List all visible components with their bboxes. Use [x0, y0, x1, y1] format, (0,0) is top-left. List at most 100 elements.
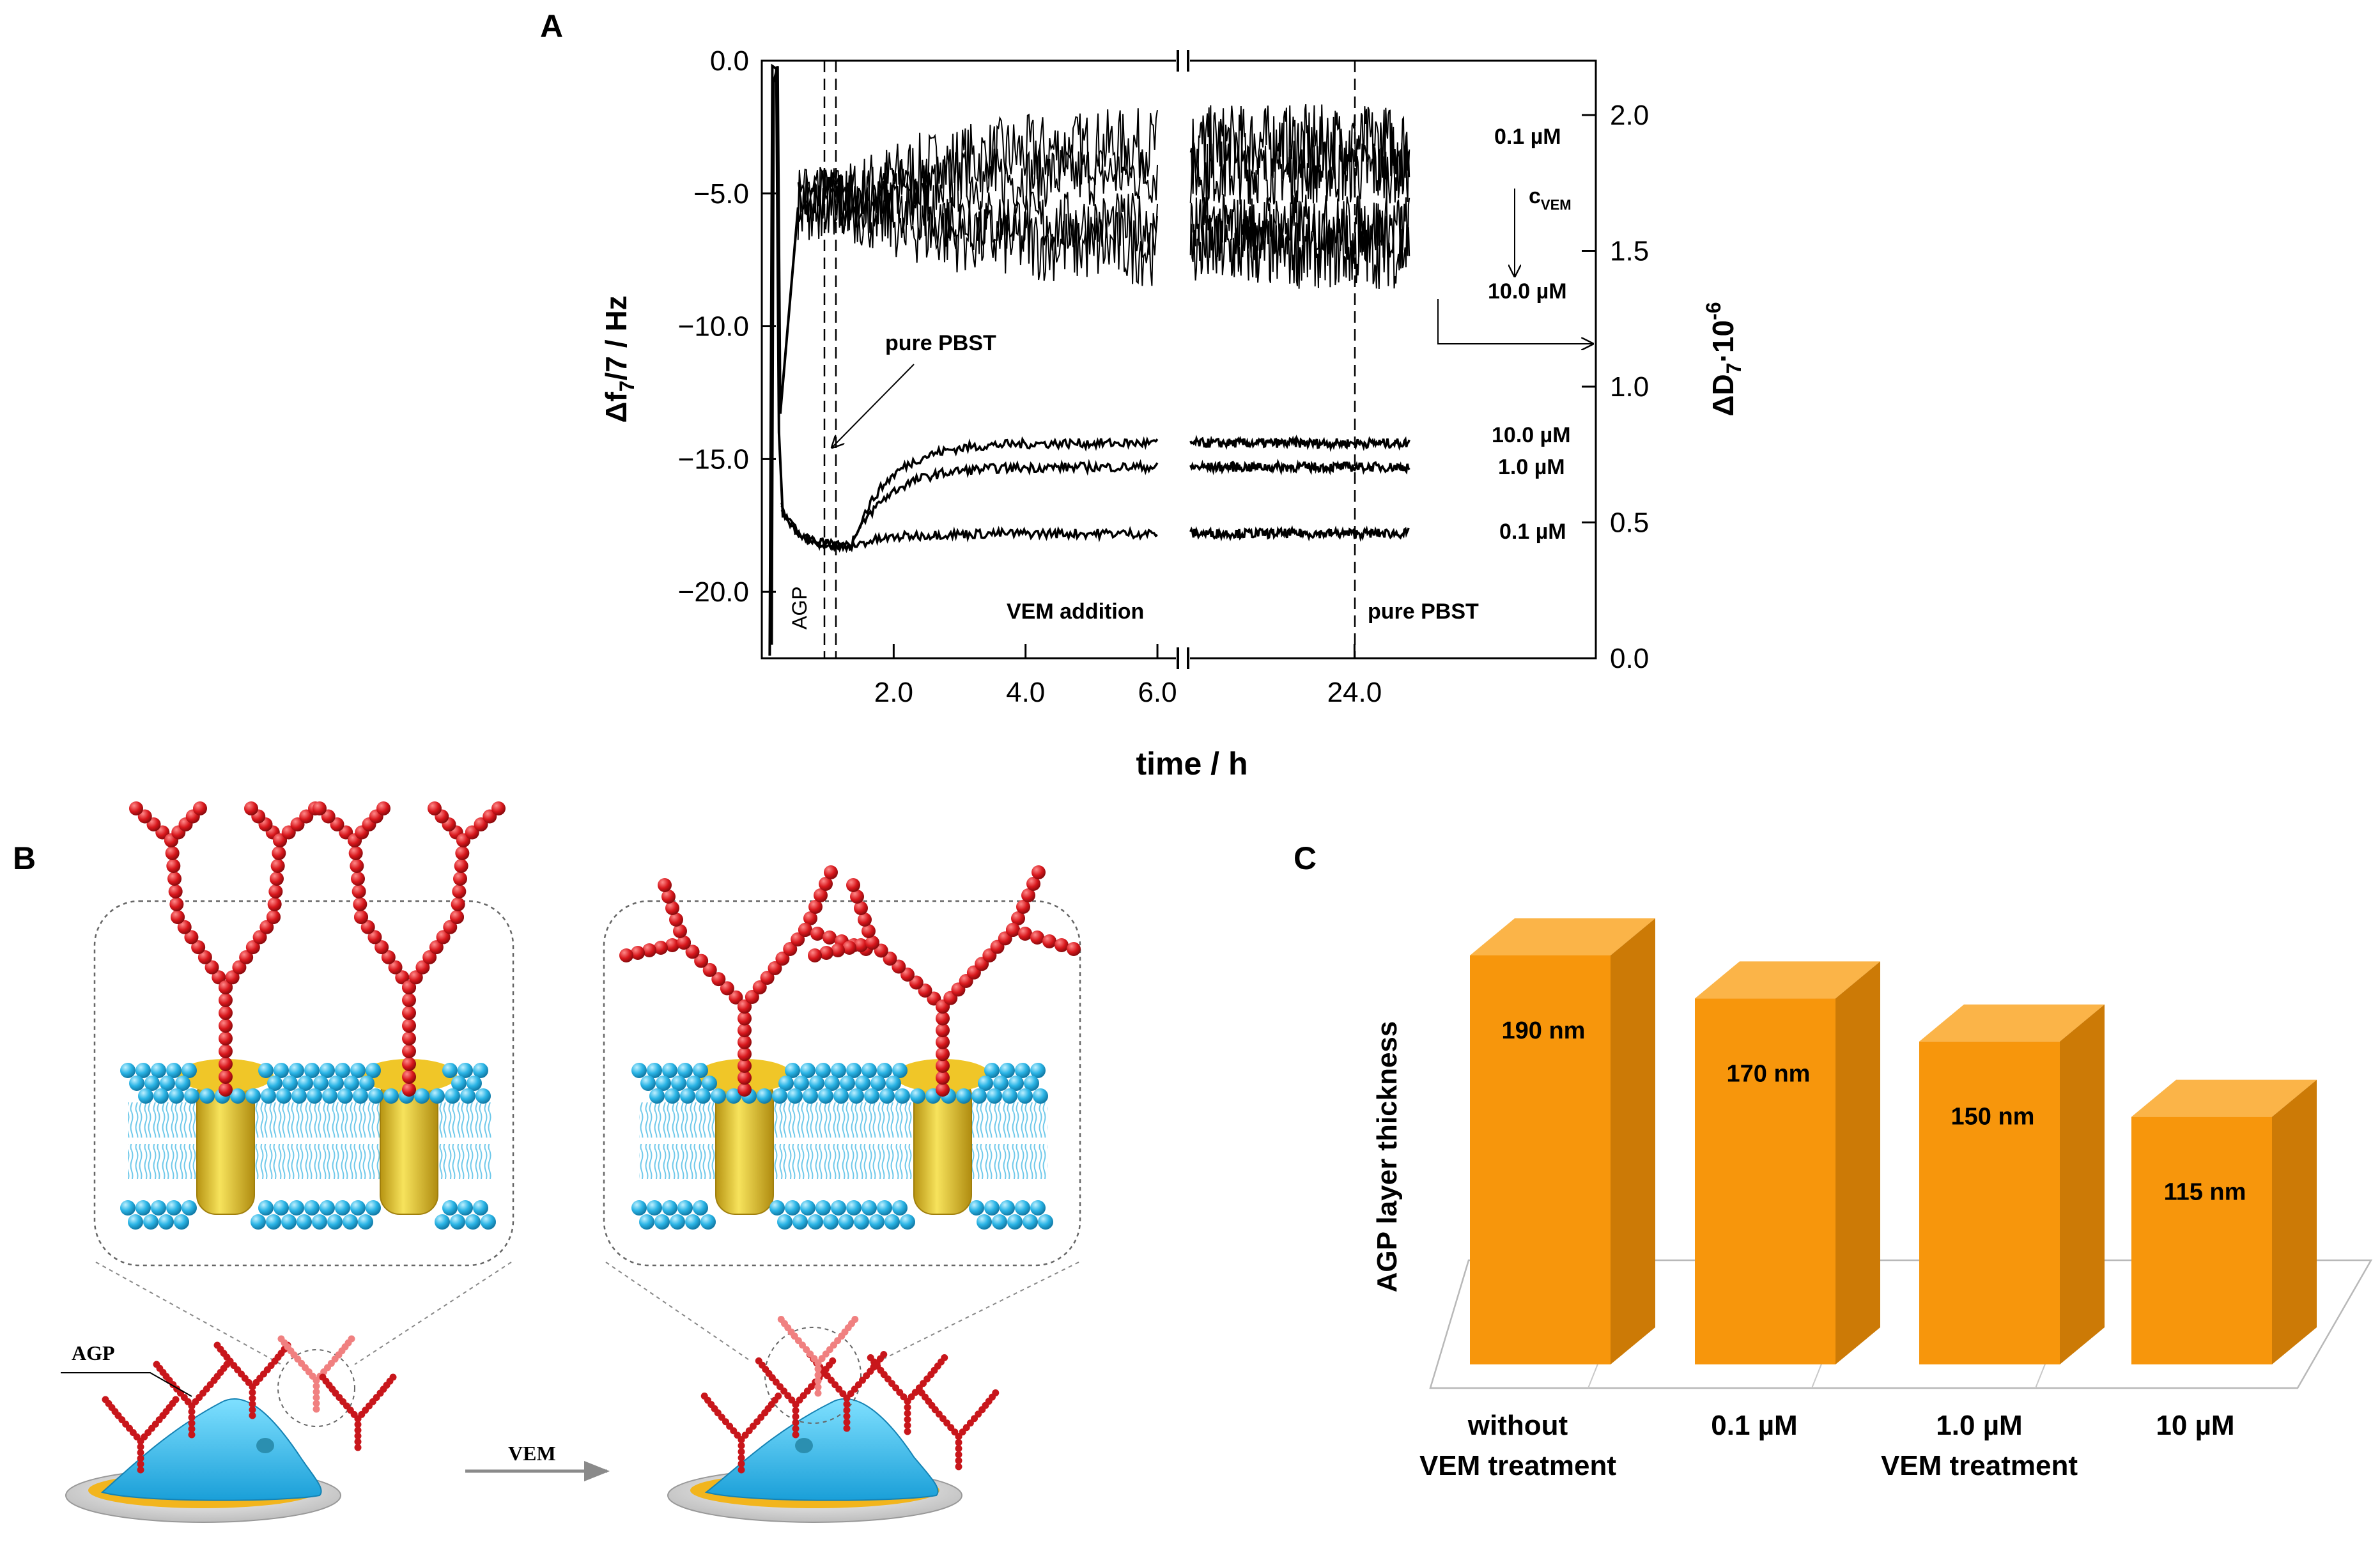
lipid-head [258, 1200, 274, 1216]
category-label-line2: VEM treatment [1419, 1450, 1616, 1481]
x-tick-label: 6.0 [1138, 677, 1177, 708]
glycan-bead [219, 1057, 233, 1071]
lipid-head [460, 1088, 475, 1104]
lipid-head [1015, 1063, 1030, 1078]
glycan-bead [1067, 942, 1081, 956]
glycan-bead [313, 801, 327, 815]
lipid-head [977, 1214, 992, 1230]
glycan-bead [783, 942, 798, 956]
bar-top [1470, 918, 1655, 955]
glycan-bead [219, 1083, 233, 1097]
glycan-bead [619, 948, 633, 962]
lipid-head [833, 1088, 849, 1104]
lipid-head [794, 1076, 809, 1091]
glycan-bead [665, 901, 679, 915]
glycan-bead [1016, 900, 1030, 914]
lipid-head [175, 1076, 190, 1091]
lipid-head [854, 1214, 869, 1230]
lipid-head [800, 1200, 815, 1216]
y-axis-label-c: AGP layer thickness [1372, 1021, 1403, 1293]
lipid-head [267, 1076, 282, 1091]
glycan-bead [775, 952, 790, 966]
lipid-head [1033, 1088, 1048, 1104]
lipid-head [892, 1200, 908, 1216]
lipid-head [184, 1088, 199, 1104]
glycan-bead [768, 961, 782, 975]
lipid-head [639, 1214, 654, 1230]
lipid-head [261, 1088, 276, 1104]
lipid-head [458, 1063, 473, 1078]
glycan-bead [760, 971, 775, 985]
glycan-bead [402, 1070, 416, 1084]
chart-c-floor [1429, 1259, 2373, 1389]
x-ticks: 2.0 4.0 6.0 24.0 [874, 644, 1382, 708]
frequency-trace [1189, 458, 1410, 476]
bar-value-label: 150 nm [1951, 1104, 2035, 1131]
d-series-label-low: 0.1 µM [1494, 125, 1561, 149]
category-label: 0.1 µM [1711, 1410, 1797, 1441]
glycan-bead [453, 872, 467, 886]
lipid-head [481, 1214, 496, 1230]
membrane-right [619, 865, 1081, 1230]
cell-glycan-bead [137, 1449, 144, 1456]
glycan-bead [1055, 938, 1069, 952]
lipid-head [665, 1088, 680, 1104]
glycan-bead [381, 950, 396, 964]
glycan-bead [415, 960, 430, 975]
glycan-bead [936, 1047, 950, 1062]
lipid-head [1038, 1214, 1053, 1230]
lipid-head [467, 1076, 482, 1091]
category-label-line2: VEM treatment [1881, 1450, 2078, 1481]
lipid-tails-top [639, 1102, 1048, 1138]
glycan-bead [720, 981, 734, 996]
glycan-bead [1011, 911, 1025, 925]
bar-side [2060, 1004, 2105, 1364]
lipid-head [656, 1076, 671, 1091]
dissipation-traces [770, 66, 1410, 645]
glycan-bead [729, 990, 743, 1005]
x-tick-label: 24.0 [1327, 677, 1382, 708]
f-series-label-high: 10.0 µM [1492, 423, 1571, 447]
glycan-bead [824, 865, 838, 879]
cell-glycan-bead [172, 1396, 180, 1403]
glycan-bead [936, 1011, 950, 1026]
glycan-bead [846, 878, 860, 892]
y-left-axis-label: Δf7/7 / Hz [599, 295, 638, 422]
cell-glycan-bead [354, 1421, 362, 1428]
glycan-bead [422, 950, 437, 964]
glycan-bead [388, 960, 403, 975]
c-vem-label: cVEM [1529, 184, 1572, 213]
lipid-head [350, 1200, 366, 1216]
glycan-bead [402, 993, 416, 1007]
glycan-bead [167, 872, 182, 886]
cell-glycan-bead [137, 1443, 144, 1451]
cell-glycan-bead [313, 1388, 320, 1396]
lipid-head [840, 1076, 855, 1091]
frequency-traces [768, 63, 1410, 656]
glycan-bead [1030, 930, 1044, 945]
glycan-bead [865, 936, 879, 950]
y-left-ticks: 0.0 −5.0 −10.0 −15.0 −20.0 [678, 45, 776, 608]
lipid-head [1017, 1088, 1033, 1104]
dissipation-trace [1190, 213, 1410, 290]
glycan-bead [268, 884, 283, 899]
cell-glycan-bead [867, 1354, 874, 1361]
glycan-bead [197, 950, 212, 964]
glycan-bead [665, 938, 679, 952]
lipid-head [849, 1088, 864, 1104]
lipid-head [135, 1200, 151, 1216]
cell-glycan-bead [102, 1396, 109, 1403]
cell-glycan-bead [918, 1389, 925, 1396]
glycan-bead [270, 859, 285, 873]
glycan-bead [702, 962, 717, 977]
bar [1695, 998, 1835, 1364]
cell-glycans [102, 1316, 1000, 1474]
bar-side [1835, 961, 1880, 1364]
cell-glycan-bead [137, 1460, 144, 1468]
lipid-head [1015, 1200, 1030, 1216]
glycan-bead [165, 846, 180, 860]
bar-value-label: 115 nm [2164, 1179, 2246, 1206]
glycan-bead [455, 846, 470, 860]
lipid-head [473, 1200, 488, 1216]
